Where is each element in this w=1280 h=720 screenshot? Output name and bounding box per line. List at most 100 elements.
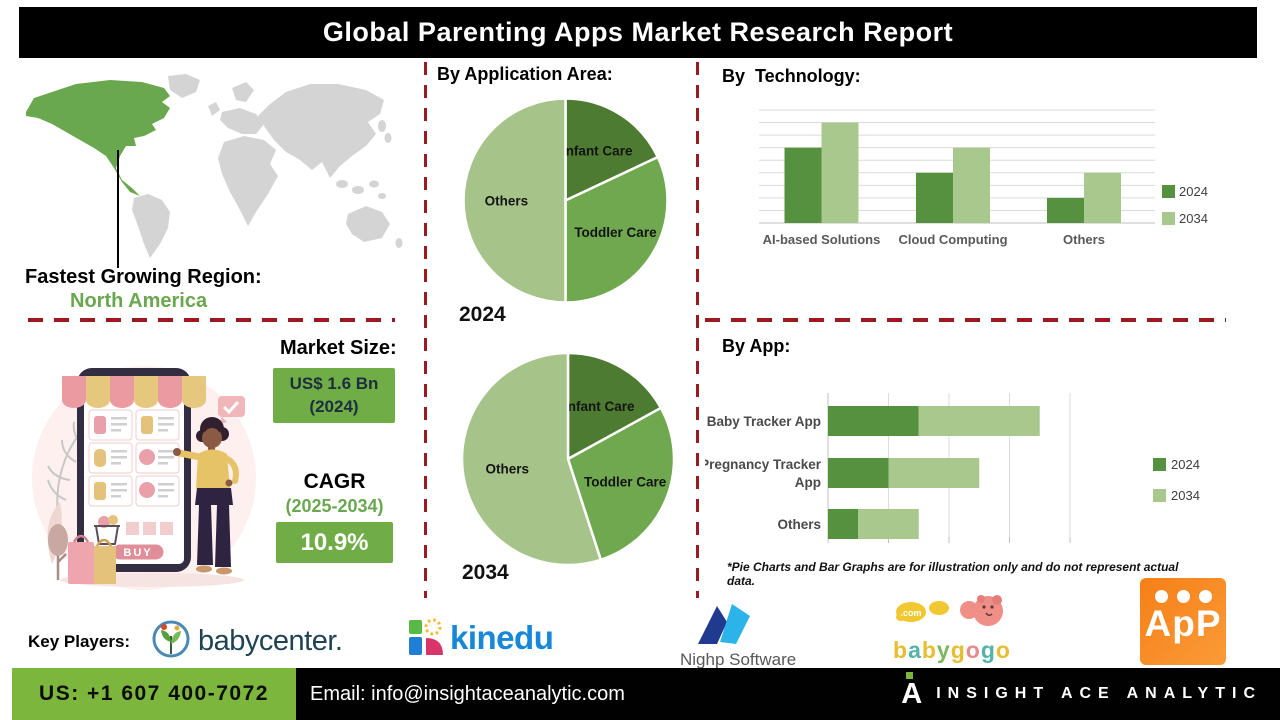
category-label: Cloud Computing — [898, 232, 1007, 247]
pie-slice-label: Toddler Care — [574, 225, 657, 240]
market-size-year: (2024) — [309, 396, 359, 416]
kinedu-logo: kinedu — [408, 616, 554, 660]
report-title: Global Parenting Apps Market Research Re… — [322, 17, 954, 47]
divider-horizontal-right — [705, 318, 1226, 322]
pie-slice-label: Toddler Care — [584, 475, 667, 490]
world-map — [26, 74, 403, 258]
insight-ace-brand: A INSIGHT ACE ANALYTIC — [901, 671, 1262, 710]
product-listing-grid — [88, 409, 180, 507]
right-leg — [215, 505, 231, 567]
bar-ai-based-solutions-2024 — [784, 147, 822, 223]
babygogo-mascot: .com — [896, 595, 1003, 626]
kinedu-icon — [409, 618, 443, 655]
shopping-illustration: BUY — [32, 366, 256, 590]
nighp-icon — [698, 604, 750, 644]
category-label: Others — [777, 517, 821, 532]
swatch-3 — [160, 522, 173, 535]
divider-horizontal-left — [28, 318, 395, 322]
footer-phone: US: +1 607 400-7072 — [39, 682, 269, 705]
head — [202, 428, 222, 448]
divider-vertical-right — [696, 62, 699, 598]
region-europe-uk — [208, 102, 220, 116]
category-label: Pregnancy Tracker App — [705, 457, 822, 490]
market-size-value: US$ 1.6 Bn — [289, 373, 379, 393]
by-app-title: By App: — [722, 336, 791, 356]
small-tree — [48, 524, 68, 556]
app-logo-dots — [1154, 590, 1212, 603]
babygogo-letter: o — [995, 637, 1011, 663]
babygogo-letter: a — [908, 637, 922, 663]
buy-button: BUY — [111, 543, 165, 561]
insight-ace-logo-mark: A — [901, 671, 923, 710]
divider-vertical-left — [424, 62, 427, 598]
hand — [173, 448, 181, 456]
pie-chart-2024: Infant Care Toddler Care Others — [460, 95, 671, 311]
babygogo-logo-text: babygogo — [893, 639, 1028, 662]
insight-ace-brand-name: INSIGHT ACE ANALYTIC — [936, 685, 1262, 702]
region-africa — [218, 136, 278, 226]
woman-figure — [173, 417, 239, 575]
bar-cloud-computing-2034 — [953, 147, 990, 223]
babygogo-logo: .com babygogo — [893, 594, 1028, 662]
footer-phone-box: US: +1 607 400-7072 — [12, 668, 296, 720]
nighp-software-logo: Nighp Software — [680, 598, 796, 670]
pie-slice-label: Others — [485, 194, 529, 209]
application-2034-svg: Infant Care Toddler Care Others — [460, 351, 676, 567]
left-leg — [197, 505, 213, 565]
legend-swatch-2024 — [1153, 458, 1166, 471]
swatch-2 — [143, 522, 156, 535]
region-south-america — [132, 194, 170, 258]
cagr-value-box: 10.9% — [276, 522, 393, 563]
application-2024-svg: Infant Care Toddler Care Others — [462, 97, 669, 304]
legend-label: 2024 — [1179, 184, 1208, 199]
bar-others-2024 — [1047, 197, 1084, 223]
legend-label: 2024 — [1171, 457, 1200, 472]
fastest-region-value: North America — [70, 290, 208, 312]
map-callout-line — [117, 150, 119, 268]
legend-swatch-2024 — [1162, 185, 1175, 198]
category-label: Others — [1063, 232, 1105, 247]
by-app-bar-chart: Baby Tracker App Pregnancy Tracker App Othe… — [700, 385, 1265, 565]
region-australia — [346, 206, 390, 242]
bar-others-2024 — [828, 509, 859, 539]
cagr-period: (2025-2034) — [285, 496, 384, 516]
market-size-value-box: US$ 1.6 Bn (2024) — [273, 368, 395, 423]
region-europe — [220, 108, 264, 134]
elephant-mascot — [960, 595, 1003, 626]
bar-ai-based-solutions-2034 — [821, 122, 859, 223]
region-asia — [258, 84, 384, 178]
pie-slice-infant-care — [564, 97, 660, 202]
market-size-label: Market Size: — [280, 337, 397, 359]
babygogo-letter: b — [921, 637, 937, 663]
pie-2024-year-label: 2024 — [459, 303, 506, 326]
bar-baby-tracker-app-2024 — [828, 406, 919, 436]
bar-others-2034 — [1084, 172, 1121, 223]
fastest-region-label: Fastest Growing Region: — [25, 266, 262, 288]
cagr-value: 10.9% — [300, 528, 369, 556]
pie-slice-others — [460, 351, 603, 567]
pie-slice-others — [462, 97, 567, 304]
bar-pregnancy-tracker-app-2034 — [888, 458, 980, 488]
pie-slice-toddler-care — [564, 155, 669, 304]
legend-label: 2034 — [1179, 211, 1208, 226]
legend-label: 2034 — [1171, 488, 1200, 503]
shopping-bags — [68, 534, 116, 584]
hair — [201, 423, 223, 432]
report-title-bar: Global Parenting Apps Market Research Re… — [19, 7, 1257, 58]
nighp-logo-text: Nighp Software — [680, 650, 797, 669]
pie-2034-year-label: 2034 — [462, 561, 509, 584]
technology-bar-chart: AI-based Solutions Cloud Computing Others 2… — [750, 100, 1270, 275]
bar-baby-tracker-app-2034 — [918, 406, 1040, 436]
cagr-label: CAGR — [303, 470, 366, 493]
babygogo-letter: g — [950, 637, 966, 663]
babycenter-logo: babycenter. — [150, 618, 343, 664]
babygogo-letter: o — [965, 637, 981, 663]
application-area-title: By Application Area: — [437, 64, 613, 84]
technology-title: By Technology: — [722, 66, 861, 86]
basket-icon — [94, 515, 120, 545]
skirt-waist — [195, 488, 233, 505]
pie-chart-2034: Infant Care Toddler Care Others — [459, 350, 677, 573]
footer-contact-box: Email: info@insightaceanalytic.com A INS… — [296, 668, 1280, 720]
swatch-1 — [126, 522, 139, 535]
torso — [196, 449, 230, 489]
